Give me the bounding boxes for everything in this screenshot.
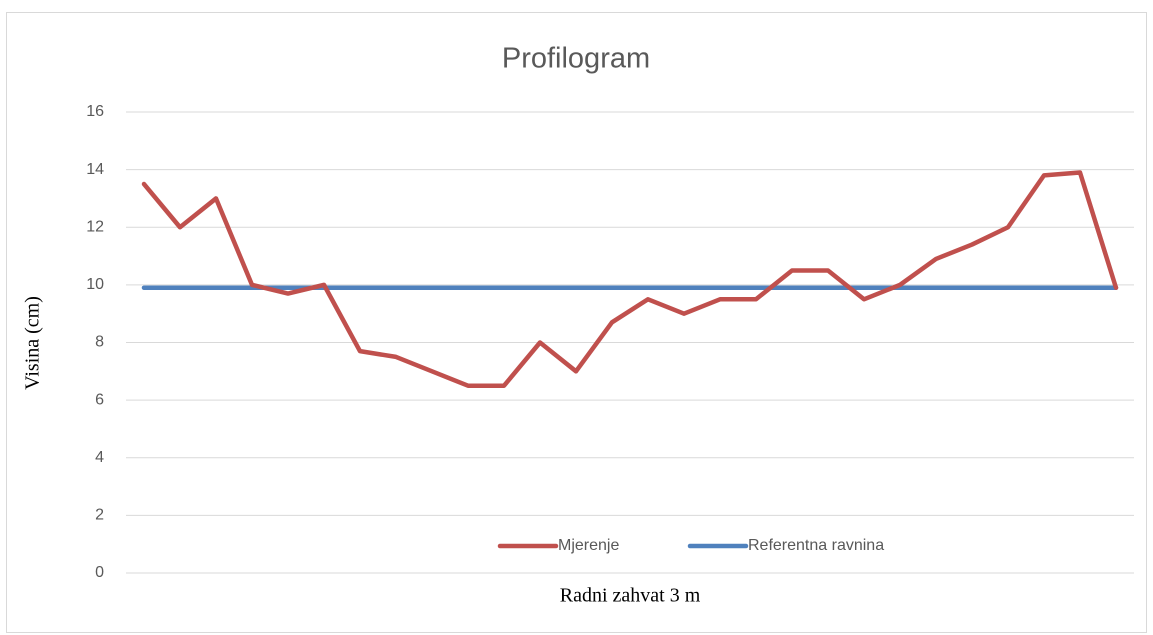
y-tick-label: 14 [86, 161, 104, 178]
series-line [141, 170, 1119, 388]
y-tick-label: 12 [86, 218, 104, 235]
y-tick-label: 10 [86, 276, 104, 293]
y-tick-label: 2 [95, 507, 104, 524]
y-axis-label: Visina (cm) [22, 296, 44, 390]
chart-title: Profilogram [502, 43, 650, 75]
y-tick-label: 16 [86, 103, 104, 120]
y-tick-label: 6 [95, 391, 104, 408]
y-tick-label: 0 [95, 564, 104, 581]
y-tick-label: 8 [95, 334, 104, 351]
chart-border [6, 12, 1147, 633]
x-axis-label: Radni zahvat 3 m [560, 585, 701, 607]
y-tick-label: 4 [95, 449, 104, 466]
legend-label: Mjerenje [558, 537, 619, 554]
legend-label: Referentna ravnina [748, 537, 884, 554]
